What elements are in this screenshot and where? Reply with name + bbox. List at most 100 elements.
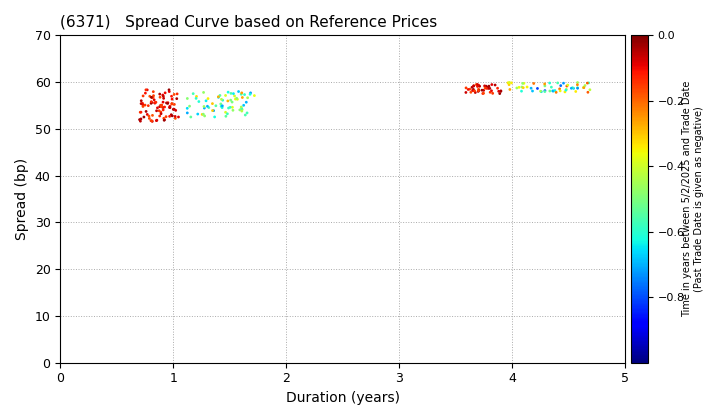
Point <box>472 83 483 90</box>
Point <box>217 102 228 109</box>
Point <box>140 108 152 115</box>
Point <box>552 79 564 86</box>
Point <box>154 113 166 119</box>
Point <box>550 89 562 96</box>
Point <box>212 93 224 100</box>
Point <box>158 117 170 123</box>
Point <box>190 95 202 102</box>
Point <box>460 89 472 96</box>
Point <box>484 85 495 92</box>
Point <box>235 91 247 97</box>
Point <box>168 91 180 98</box>
Point <box>460 84 472 91</box>
Point <box>166 111 177 118</box>
Point <box>166 113 178 119</box>
Point <box>158 95 169 102</box>
Point <box>199 113 210 119</box>
Point <box>150 108 162 114</box>
Point <box>469 87 480 94</box>
Point <box>152 105 163 111</box>
Point <box>237 94 248 101</box>
Point <box>220 109 231 116</box>
Point <box>197 111 209 118</box>
Point <box>155 109 166 116</box>
Point <box>236 106 248 113</box>
Point <box>207 107 218 114</box>
Point <box>148 92 159 99</box>
Point <box>531 85 543 92</box>
Point <box>555 82 567 89</box>
Point <box>495 87 507 94</box>
Point <box>149 100 161 106</box>
Point <box>170 115 181 122</box>
Point <box>479 82 490 89</box>
Point <box>139 102 150 108</box>
Point <box>140 87 152 93</box>
Point <box>503 81 515 88</box>
Point <box>482 84 493 91</box>
Point <box>468 83 480 89</box>
Point <box>478 90 490 97</box>
Point <box>562 82 574 89</box>
Point <box>145 98 157 105</box>
Point <box>236 105 248 112</box>
Point <box>143 102 154 109</box>
Point <box>235 104 247 110</box>
Point <box>472 81 483 88</box>
Point <box>561 83 572 89</box>
Point <box>480 83 492 89</box>
Point <box>143 115 155 122</box>
Point <box>559 89 571 95</box>
Point <box>554 86 565 92</box>
Point <box>539 88 551 95</box>
Point <box>185 114 197 121</box>
Point <box>135 109 146 116</box>
Point <box>142 111 153 118</box>
Point <box>135 116 147 122</box>
Point <box>493 88 505 94</box>
Point <box>230 96 241 102</box>
Point <box>168 101 180 108</box>
Point <box>558 80 570 87</box>
Point <box>468 82 480 89</box>
Point <box>560 87 572 94</box>
Point <box>492 85 503 92</box>
Point <box>220 113 232 120</box>
Point <box>583 79 595 86</box>
Point <box>163 87 175 93</box>
Point <box>521 84 533 90</box>
Point <box>168 106 180 113</box>
Point <box>568 85 580 92</box>
Point <box>518 84 529 91</box>
Point <box>481 85 492 92</box>
Point <box>202 103 213 110</box>
Point <box>207 100 218 107</box>
Point <box>217 97 228 104</box>
Point <box>236 108 248 114</box>
Point <box>472 88 484 95</box>
Point <box>242 94 253 101</box>
Point <box>504 86 516 93</box>
Point <box>162 99 174 106</box>
Point <box>153 108 165 114</box>
Point <box>135 100 147 107</box>
Point <box>154 91 166 97</box>
Point <box>547 88 559 94</box>
Point <box>199 105 210 111</box>
Point <box>505 79 517 86</box>
Point <box>155 102 166 109</box>
Point <box>486 81 498 88</box>
Point <box>192 111 204 118</box>
Point <box>145 99 157 106</box>
Point <box>238 102 249 109</box>
Point <box>149 100 161 106</box>
Point <box>228 107 239 114</box>
Point <box>150 117 162 124</box>
Point <box>166 93 177 100</box>
Point <box>539 82 551 89</box>
Point <box>468 86 480 93</box>
Point <box>157 104 168 111</box>
Point <box>171 95 182 102</box>
Point <box>229 92 240 99</box>
Point <box>473 87 485 94</box>
